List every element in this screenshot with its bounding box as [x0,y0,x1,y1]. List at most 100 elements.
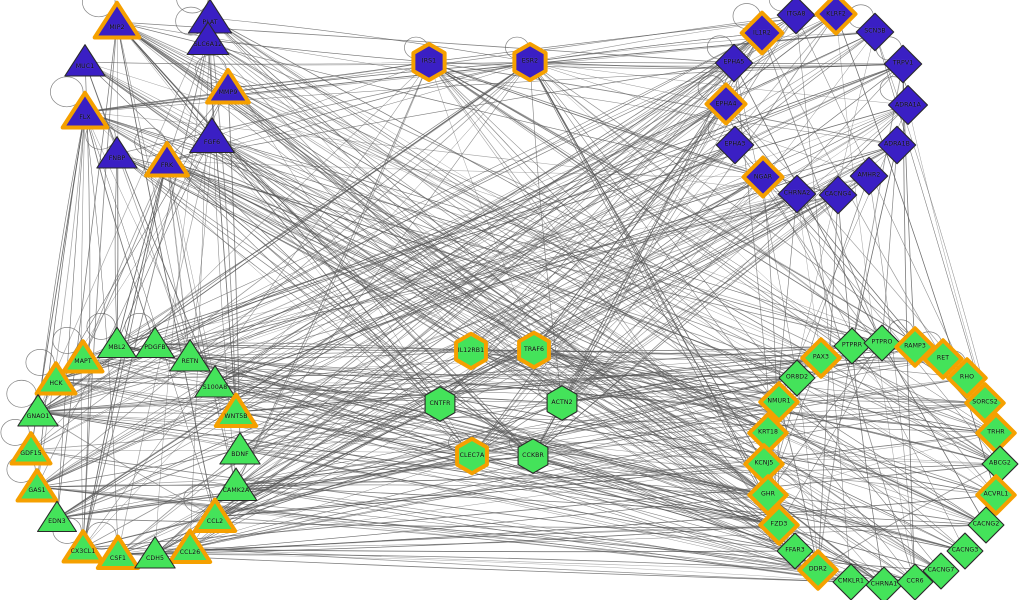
graph-edge [470,144,736,352]
graph-node-esr2[interactable]: ESR2 [506,38,554,86]
graph-edge [82,176,764,549]
graph-node-cdh5[interactable]: CDH5 [124,523,186,585]
graph-edge [227,87,535,351]
graph-edge [166,160,798,379]
graph-edge [82,39,209,549]
graph-edge [56,21,118,519]
graph-node-cacng4[interactable]: CACNG4 [812,169,865,222]
graph-node-traf6[interactable]: TRAF6 [511,327,557,373]
graph-edge [235,485,852,583]
graph-edge [529,61,968,379]
graph-edge [36,103,727,488]
graph-node-ccr6[interactable]: CCR6 [890,557,941,600]
graph-edge [235,485,987,526]
graph-edge [36,14,797,488]
graph-edge [166,160,852,583]
graph-edge [235,14,797,413]
graph-edge [235,484,769,496]
graph-edge [471,193,798,457]
graph-edge [227,87,822,359]
graph-node-il12rb1[interactable]: IL12RB1 [448,328,494,374]
graph-edge [227,87,535,351]
graph-edge [116,153,119,345]
graph-edge [84,61,563,404]
graph-edge [116,153,798,379]
self-loop-edge [86,313,116,340]
graph-edge [117,32,763,555]
graph-edge [116,343,769,496]
graph-edge [211,136,819,571]
graph-node-irs1[interactable]: IRS1 [405,38,453,86]
graph-edge [84,111,819,571]
graph-edge [532,346,916,457]
graph-edge [733,62,987,526]
graph-edge [817,194,839,571]
graph-edge [439,63,904,405]
graph-node-cntfr[interactable]: CNTFR [417,381,463,427]
graph-edge [529,31,876,63]
graph-edge [235,377,968,487]
graph-edge [37,61,531,413]
graph-edge [166,160,987,526]
graph-edge [166,62,735,162]
graph-edge [767,432,997,496]
graph-edge [471,455,819,571]
graph-edge [116,343,966,552]
graph-edge [209,17,535,351]
graph-edge [82,160,168,359]
graph-edge [214,32,763,384]
graph-edge [561,357,822,404]
graph-edge [55,379,473,457]
graph-edge [428,61,904,67]
graph-edge [189,356,780,403]
graph-edge [80,111,86,549]
graph-edge [166,160,237,487]
graph-edge [116,21,216,518]
graph-node-frk[interactable]: FRK [135,129,199,193]
graph-node-actn2[interactable]: ACTN2 [539,380,585,426]
graph-edge [209,17,237,413]
graph-edge [561,32,763,404]
graph-edge [235,194,839,413]
graph-edge [36,486,819,571]
graph-edge [116,153,780,526]
graph-edge [117,524,780,555]
graph-node-clec7a[interactable]: CLEC7A [449,433,495,479]
graph-edge [470,350,942,572]
graph-edge [37,411,819,571]
graph-edge [84,111,119,555]
graph-edge [795,14,852,583]
graph-edge [84,111,765,465]
graph-node-cckbr[interactable]: CCKBR [510,433,556,479]
graph-edge [235,13,837,487]
graph-edge [533,349,997,434]
graph-edge [439,403,765,465]
graph-edge [214,382,534,457]
graph-edge [36,63,904,488]
graph-edge [84,111,216,384]
graph-edge [439,403,780,526]
graph-edge [82,61,430,549]
graph-edge [532,455,796,552]
graph-edge [471,13,837,457]
graph-edge [881,144,898,344]
graph-edge [56,103,727,519]
graph-edge [211,61,430,138]
graph-edge [470,350,780,403]
graph-edge [529,61,997,496]
graph-edge [533,349,916,583]
graph-edge [154,432,769,555]
graph-edge [428,61,885,586]
graph-edge [55,379,563,404]
graph-edge [533,349,798,379]
graph-edge [166,160,997,434]
graph-edge [189,547,852,583]
graph-edge [470,350,885,586]
graph-edge [428,61,898,146]
graph-edge [154,553,852,583]
graph-edge [189,32,763,549]
graph-edge [532,455,916,583]
graph-edge [214,432,997,518]
graph-edge [214,193,798,384]
graph-edge [37,356,191,413]
